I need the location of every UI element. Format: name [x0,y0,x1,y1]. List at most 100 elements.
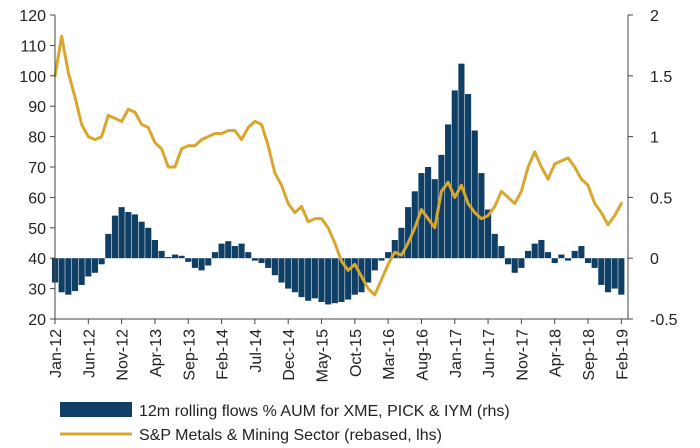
flow-bar-22 [198,258,205,271]
flow-bar-9 [111,215,119,259]
x-axis: Jan-12 Jun-12 Nov-12 Apr-13 Sep-13 Feb-14 Jul-… [48,319,631,382]
y-left-tick-label: 60 [28,190,46,207]
flow-bar-6 [91,258,99,273]
flow-bar-26 [225,241,232,259]
flow-bar-61 [458,63,465,259]
flow-bar-74 [544,252,552,259]
flow-bar-59 [445,124,452,259]
flow-bar-5 [85,258,92,277]
flow-bar-76 [558,254,565,259]
flow-bar-72 [531,243,538,259]
flow-bar-2 [65,258,72,295]
flow-bar-62 [465,94,472,259]
flow-bar-11 [125,211,132,259]
flow-bar-63 [471,130,478,259]
flow-bar-19 [178,255,185,259]
flow-bar-10 [118,207,125,259]
x-tick-label: Dec-14 [281,329,298,381]
flow-bar-45 [351,258,358,295]
flow-bar-37 [298,258,305,298]
flow-bar-33 [271,258,278,276]
flow-bar-31 [258,258,265,264]
flow-bar-42 [331,258,338,304]
flow-bar-57 [431,179,438,259]
flow-bar-48 [371,258,378,271]
flow-bar-69 [511,258,518,273]
flow-bar-66 [491,233,498,259]
y-left-tick-label: 120 [19,8,46,25]
flow-bar-85 [618,258,625,295]
flow-bar-27 [231,246,238,259]
flow-bar-25 [218,243,225,259]
y-left-tick-label: 110 [20,38,46,55]
flow-bar-4 [78,258,85,285]
x-tick-label: Feb-19 [614,329,631,380]
y-right-tick-label: -0.5 [650,312,678,329]
y-left-tick-label: 80 [28,130,46,147]
flow-bar-68 [505,258,512,265]
flow-bar-12 [131,214,139,259]
x-tick-label: Jan-17 [448,329,465,378]
flow-bar-60 [451,90,458,259]
y-axis-left: 20 30 40 50 60 70 80 90 100 110 120 [19,8,55,329]
y-left-tick-label: 90 [28,99,46,116]
flow-bar-3 [71,258,79,292]
flow-bar-47 [365,258,372,283]
flow-bar-75 [551,258,558,264]
flow-bar-49 [378,258,385,261]
flow-bar-1 [58,258,65,293]
flow-bar-51 [391,239,398,259]
flow-bar-80 [584,258,592,264]
flow-bar-67 [498,246,505,259]
flow-bar-64 [478,173,485,259]
plot-area [51,15,629,320]
flow-bar-81 [591,258,598,268]
metals-mining-line [53,34,623,297]
flow-bar-7 [98,258,105,265]
flow-bar-84 [611,258,618,289]
x-tick-label: Jun-12 [81,329,98,378]
y-right-tick-label: 1.5 [650,69,672,86]
x-tick-label: Sep-18 [581,329,598,381]
x-tick-label: Jan-12 [48,329,65,378]
flow-bar-21 [191,258,198,268]
flow-bar-18 [171,254,178,259]
x-tick-label: Sep-13 [181,329,198,381]
flow-bar-65 [485,209,492,259]
y-left-tick-label: 20 [28,312,46,329]
flow-bar-39 [311,258,318,299]
y-right-tick-label: 2 [650,8,659,25]
flow-bar-24 [211,252,218,259]
flow-bar-43 [338,258,345,302]
flow-bar-30 [251,258,258,261]
flow-bar-32 [265,258,272,268]
flow-bar-8 [105,233,112,259]
flow-bar-14 [145,227,152,259]
flow-bar-58 [438,154,445,259]
flow-bar-34 [278,258,285,283]
flow-bar-20 [185,258,192,262]
flow-bar-36 [291,258,298,293]
y-axis-right: -0.5 0 0.5 1 1.5 2 [628,8,678,329]
y-left-tick-label: 40 [28,251,46,268]
y-right-tick-label: 0 [650,251,659,268]
x-tick-label: Aug-16 [414,329,431,381]
flow-bar-40 [318,258,325,302]
flow-bar-79 [578,246,585,259]
x-tick-label: Feb-14 [215,329,232,380]
flow-bar-38 [305,258,312,301]
flow-bar-15 [151,239,159,259]
x-tick-label: Jun-17 [481,329,498,378]
flow-bar-56 [425,167,432,259]
y-right-tick-label: 0.5 [650,190,672,207]
flow-bar-16 [158,250,165,259]
flow-bar-70 [518,258,525,268]
y-left-tick-label: 100 [19,69,46,86]
flow-bar-28 [238,243,245,259]
flow-bar-35 [285,258,292,289]
flow-bar-52 [398,227,405,259]
x-tick-label: May-15 [315,329,332,382]
legend: 12m rolling flows % AUM for XME, PICK & … [60,402,510,444]
x-tick-label: Apr-18 [548,329,565,377]
